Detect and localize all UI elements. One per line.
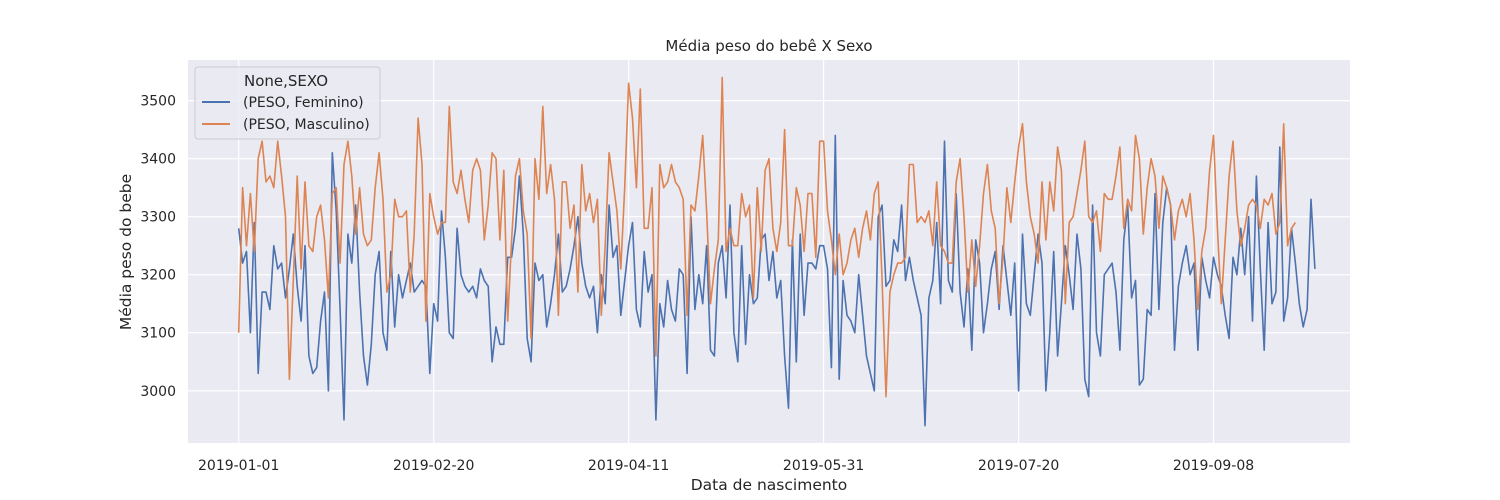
y-axis-label: Média peso do bebe bbox=[117, 174, 135, 330]
legend-box bbox=[194, 66, 381, 140]
series-line-feminino bbox=[237, 134, 1316, 427]
x-axis-label: Data de nascimento bbox=[691, 476, 847, 494]
x-tick-label: 2019-01-01 bbox=[198, 458, 279, 474]
y-tick-label: 3300 bbox=[140, 210, 176, 226]
y-tick-label: 3100 bbox=[140, 326, 176, 342]
x-tick-label: 2019-09-08 bbox=[1173, 458, 1254, 474]
y-tick-label: 3000 bbox=[140, 384, 176, 400]
series-line-masculino bbox=[237, 76, 1297, 398]
x-tick-label: 2019-07-20 bbox=[978, 458, 1059, 474]
x-tick-label: 2019-04-11 bbox=[588, 458, 669, 474]
legend: None,SEXO (PESO, Feminino) (PESO, Mascul… bbox=[194, 66, 381, 140]
y-tick-label: 3400 bbox=[140, 152, 176, 168]
y-tick-label: 3500 bbox=[140, 94, 176, 110]
tick-labels: 3000 3100 3200 3300 3400 3500 2019-01-01 2019-0… bbox=[140, 94, 1254, 474]
series-lines bbox=[237, 76, 1316, 427]
legend-entry-masculino: (PESO, Masculino) bbox=[243, 117, 370, 133]
y-tick-label: 3200 bbox=[140, 268, 176, 284]
x-tick-label: 2019-02-20 bbox=[393, 458, 474, 474]
chart-title: Média peso do bebê X Sexo bbox=[665, 37, 872, 55]
x-tick-label: 2019-05-31 bbox=[783, 458, 864, 474]
legend-title: None,SEXO bbox=[244, 72, 328, 90]
legend-entry-feminino: (PESO, Feminino) bbox=[243, 95, 364, 111]
